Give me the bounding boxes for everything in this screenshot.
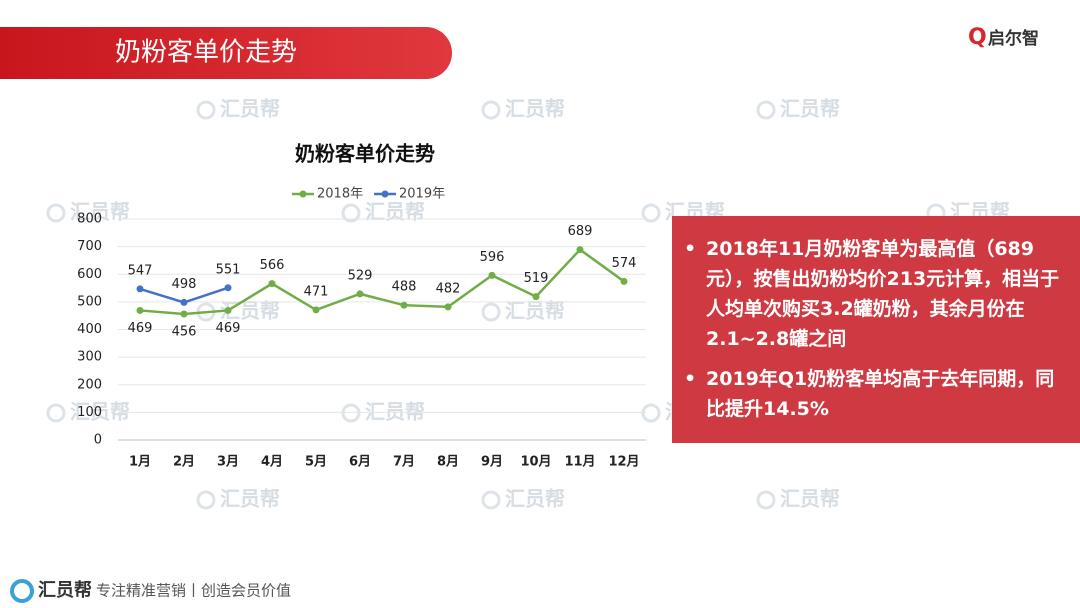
watermark: 汇员帮 [70, 400, 130, 424]
point [312, 306, 320, 314]
x-tick-label: 6月 [349, 455, 371, 470]
legend-marker [299, 190, 307, 198]
point [180, 310, 188, 318]
x-tick-label: 8月 [437, 455, 459, 470]
point [444, 303, 452, 311]
y-tick-label: 0 [94, 433, 102, 448]
x-tick-label: 2月 [173, 455, 195, 470]
footer-icon [10, 579, 34, 603]
bullet: • [684, 368, 697, 390]
watermark: 汇员帮 [780, 97, 840, 121]
note-item: • 2018年11月奶粉客单为最高值（689元），按售出奶粉均价213元计算，相当… [684, 234, 1060, 354]
watermark: 汇员帮 [220, 487, 280, 511]
y-tick-label: 600 [77, 267, 102, 282]
watermark-icon [46, 403, 66, 423]
footer-slogan: 专注精准营销丨创造会员价值 [96, 582, 291, 600]
point [488, 271, 496, 279]
chart-title: 奶粉客单价走势 [295, 142, 435, 166]
point [400, 301, 408, 309]
header-title: 奶粉客单价走势 [115, 38, 297, 68]
data-label: 471 [304, 284, 329, 299]
data-label: 596 [480, 250, 505, 265]
watermark-icon [481, 490, 501, 510]
data-label: 566 [260, 258, 285, 273]
note-text: 2018年11月奶粉客单为最高值（689元），按售出奶粉均价213元计算，相当于… [706, 238, 1060, 350]
watermark-icon [641, 203, 661, 223]
watermark-icon [756, 100, 776, 120]
watermark: 汇员帮 [220, 97, 280, 121]
watermark-icon [196, 490, 216, 510]
watermark-icon [341, 203, 361, 223]
watermark-icon [481, 302, 501, 322]
logo-text: 启尔智 [988, 28, 1039, 49]
point [224, 284, 232, 292]
watermark: 汇员帮 [505, 97, 565, 121]
watermark: 汇员帮 [365, 200, 425, 224]
data-label: 469 [128, 321, 153, 336]
data-label: 498 [172, 277, 197, 292]
data-label: 469 [216, 321, 241, 336]
point [136, 285, 144, 293]
watermark-icon [756, 490, 776, 510]
x-tick-label: 11月 [564, 455, 595, 470]
watermark-icon [341, 403, 361, 423]
legend-label: 2019年 [399, 187, 445, 202]
point [620, 277, 628, 285]
x-tick-label: 5月 [305, 455, 327, 470]
y-tick-label: 500 [77, 294, 102, 309]
logo-icon: Q [968, 25, 987, 50]
point [356, 290, 364, 298]
data-label: 689 [568, 224, 593, 239]
x-tick-label: 10月 [520, 455, 551, 470]
y-tick-label: 200 [77, 377, 102, 392]
legend-marker [381, 190, 389, 198]
data-label: 547 [128, 263, 153, 278]
x-tick-label: 9月 [481, 455, 503, 470]
note-box: • 2018年11月奶粉客单为最高值（689元），按售出奶粉均价213元计算，相当… [672, 216, 1080, 443]
x-tick-label: 7月 [393, 455, 415, 470]
data-label: 519 [524, 271, 549, 286]
point [180, 298, 188, 306]
note-text: 2019年Q1奶粉客单均高于去年同期，同比提升14.5% [706, 368, 1055, 420]
x-tick-label: 3月 [217, 455, 239, 470]
data-label: 482 [436, 281, 461, 296]
watermark-icon [196, 100, 216, 120]
data-label: 529 [348, 268, 373, 283]
point [268, 280, 276, 288]
y-tick-label: 700 [77, 239, 102, 254]
x-tick-label: 4月 [261, 455, 283, 470]
point [136, 306, 144, 314]
watermark: 汇员帮 [780, 487, 840, 511]
watermark: 汇员帮 [505, 487, 565, 511]
data-label: 551 [216, 262, 241, 277]
point [576, 246, 584, 254]
point [224, 306, 232, 314]
data-label: 456 [172, 325, 197, 340]
y-tick-label: 800 [77, 212, 102, 227]
plot: 0 100 200 300 400 500 600 700 800 1月 2月 3月 4月 5月 6月 7月 8… [77, 187, 646, 470]
watermark-icon [641, 403, 661, 423]
header-banner [0, 27, 452, 79]
series-line [139, 248, 625, 316]
y-tick-label: 300 [77, 350, 102, 365]
bullet: • [684, 238, 697, 260]
data-label: 574 [612, 256, 637, 271]
y-tick-label: 100 [77, 405, 102, 420]
data-label: 488 [392, 280, 417, 295]
legend-label: 2018年 [317, 187, 363, 202]
footer-brand: 汇员帮 [38, 579, 92, 601]
watermark: 汇员帮 [365, 400, 425, 424]
y-tick-label: 400 [77, 322, 102, 337]
watermark-icon [481, 100, 501, 120]
watermark-icon [46, 203, 66, 223]
watermarks: 汇员帮 汇员帮 汇员帮汇员帮 汇员帮 汇员帮 汇员帮汇员帮汇员帮汇员帮 汇员帮汇员帮 汇员帮汇… [46, 97, 1010, 511]
note-item: • 2019年Q1奶粉客单均高于去年同期，同比提升14.5% [684, 364, 1060, 424]
point [532, 293, 540, 301]
x-tick-label: 1月 [129, 455, 151, 470]
watermark: 汇员帮 [505, 299, 565, 323]
x-tick-label: 12月 [608, 455, 639, 470]
